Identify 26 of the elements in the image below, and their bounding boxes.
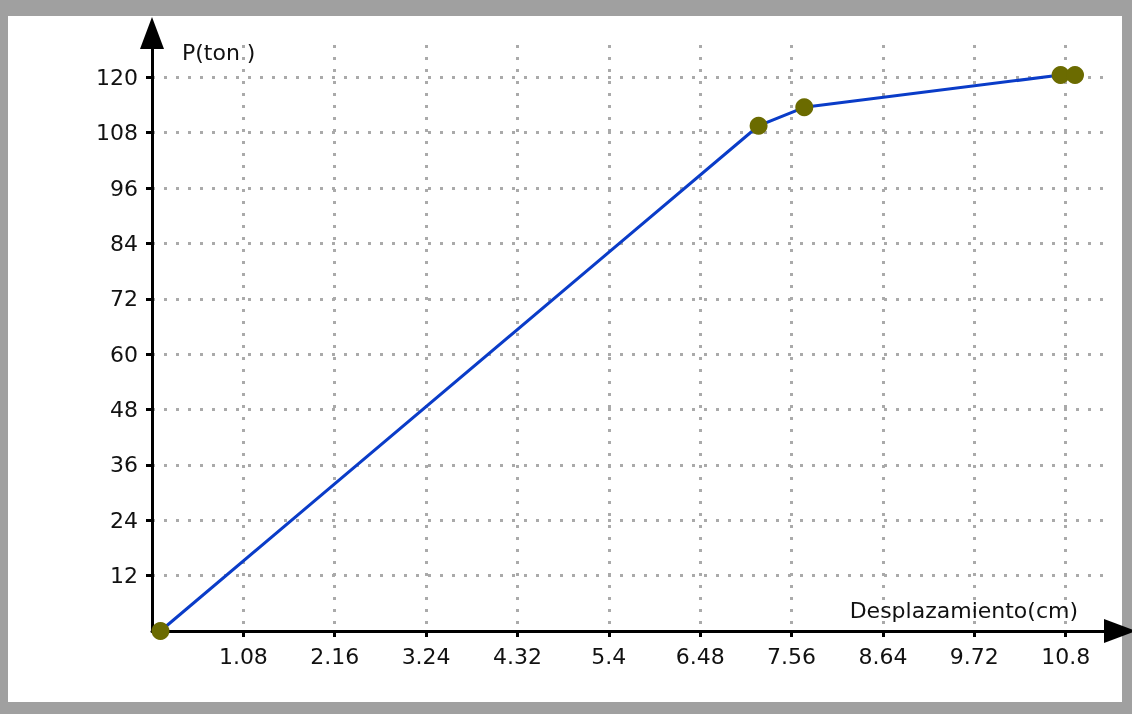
x-tick-label: 2.16 (310, 643, 360, 669)
x-tick-label: 6.48 (675, 643, 725, 669)
x-tick-label: 10.8 (1041, 643, 1091, 669)
y-tick-label: 48 (110, 397, 138, 423)
point (749, 116, 768, 135)
point (1066, 66, 1085, 84)
x-axis-title: Desplazamiento(cm) (849, 597, 1078, 623)
point (795, 98, 814, 117)
y-axis-title: P(ton ) (182, 39, 256, 65)
x-tick-label: 7.56 (767, 643, 817, 669)
y-tick-label: 24 (110, 507, 138, 533)
x-tick-label: 5.4 (591, 643, 627, 669)
point (151, 622, 170, 640)
y-tick-label: 12 (110, 563, 138, 589)
y-tick-label: 84 (110, 230, 138, 256)
y-tick-label: 108 (96, 120, 138, 146)
x-tick-label: 4.32 (492, 643, 542, 669)
y-tick-label: 60 (110, 341, 138, 367)
x-tick-label: 1.08 (218, 643, 268, 669)
x-tick-label: 8.64 (858, 643, 908, 669)
y-tick-label: 72 (110, 286, 138, 312)
x-tick-label: 9.72 (949, 643, 999, 669)
y-tick-label: 96 (110, 175, 138, 201)
y-tick-label: 36 (110, 452, 138, 478)
y-tick-label: 120 (96, 64, 138, 90)
x-tick-label: 3.24 (401, 643, 451, 669)
